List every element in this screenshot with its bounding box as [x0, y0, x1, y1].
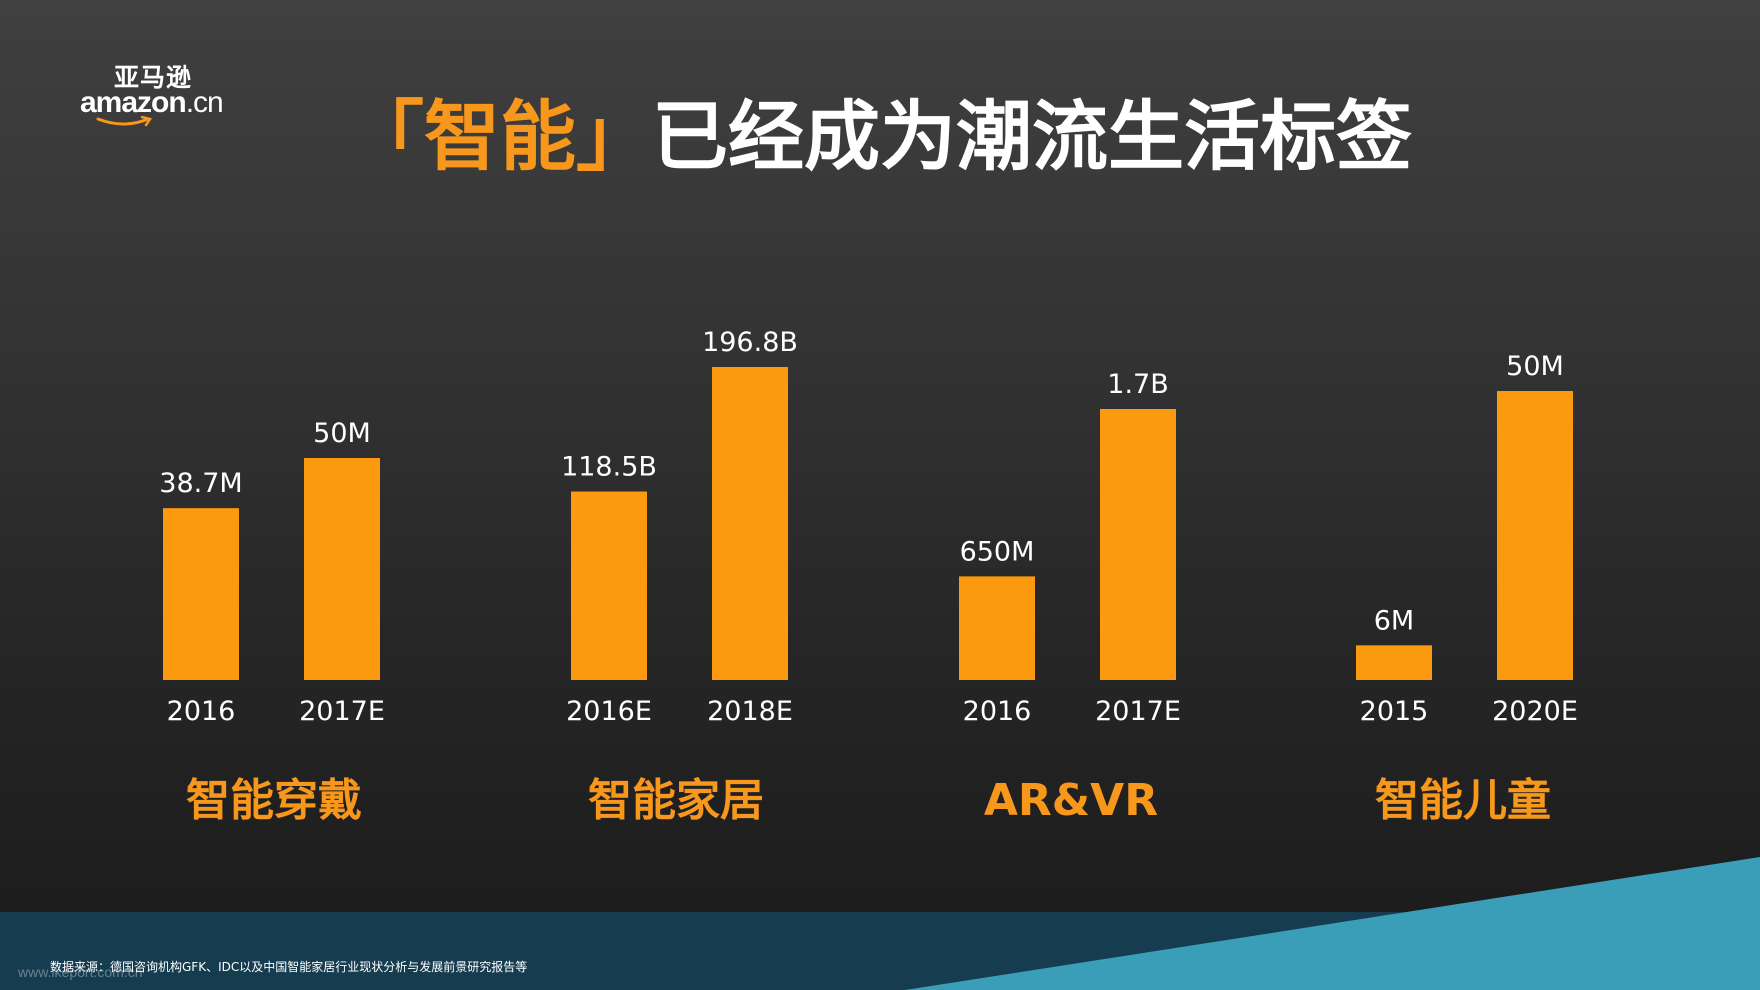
bar [959, 576, 1035, 680]
logo-chinese: 亚马逊 [114, 63, 193, 92]
amazon-logo: 亚马逊 amazon.cn [78, 58, 238, 128]
data-label: 1.7B [1107, 369, 1168, 400]
title-highlight: 「智能」 [348, 92, 652, 181]
data-label: 650M [960, 536, 1035, 567]
bar [712, 367, 788, 680]
bar [1100, 409, 1176, 680]
x-tick-label: 2016E [566, 696, 652, 727]
x-tick-label: 2017E [299, 696, 385, 727]
data-label: 50M [1506, 351, 1564, 382]
group-label: AR&VR [984, 775, 1158, 826]
x-tick-label: 2015 [1360, 696, 1429, 727]
x-tick-label: 2020E [1492, 696, 1578, 727]
x-tick-label: 2016 [167, 696, 236, 727]
group-label: 智能家居 [588, 775, 764, 826]
watermark: www.ikeport.com.cn [18, 964, 143, 980]
bar [571, 491, 647, 680]
band-light [905, 857, 1760, 990]
x-tick-label: 2018E [707, 696, 793, 727]
source-note: 数据来源：德国咨询机构GFK、IDC以及中国智能家居行业现状分析与发展前景研究报… [50, 960, 528, 974]
data-label: 6M [1374, 605, 1414, 636]
title-rest: 已经成为潮流生活标签 [652, 92, 1412, 181]
bar [1497, 391, 1573, 680]
bar [163, 508, 239, 680]
page-title: 「智能」已经成为潮流生活标签 [0, 92, 1760, 182]
data-label: 38.7M [159, 468, 242, 499]
group-label: 智能儿童 [1375, 775, 1551, 826]
logo-english: amazon.cn [80, 86, 224, 120]
data-label: 50M [313, 418, 371, 449]
logo-wordmark: amazon [80, 86, 187, 119]
group-label: 智能穿戴 [186, 775, 362, 826]
data-label: 118.5B [561, 452, 657, 483]
x-tick-label: 2017E [1095, 696, 1181, 727]
smile-arrow-icon [96, 116, 153, 127]
bar [304, 458, 380, 680]
data-label: 196.8B [702, 327, 798, 358]
bar [1356, 645, 1432, 680]
logo-tld: .cn [185, 86, 224, 119]
x-tick-label: 2016 [963, 696, 1032, 727]
